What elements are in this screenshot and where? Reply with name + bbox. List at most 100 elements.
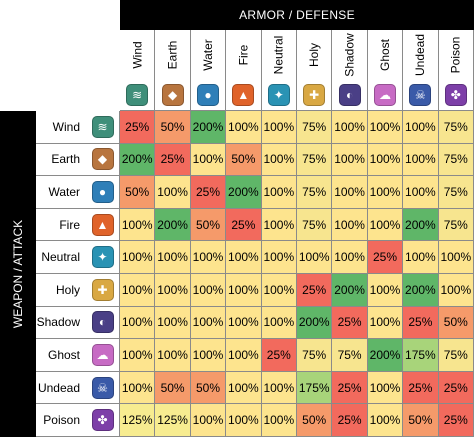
col-header-holy: Holy (297, 30, 333, 79)
fire-icon: ▲ (232, 83, 255, 106)
row-icon-cell: ◆ (86, 143, 120, 177)
damage-cell: 50% (155, 371, 191, 405)
damage-cell: 75% (438, 143, 474, 177)
damage-cell: 75% (297, 143, 333, 177)
col-header-label: Holy (307, 42, 322, 67)
row-icon-cell: ≋ (86, 111, 120, 144)
damage-cell: 100% (226, 404, 262, 437)
col-header-fire: Fire (226, 30, 262, 79)
damage-cell: 100% (226, 274, 262, 307)
damage-cell: 100% (155, 176, 191, 209)
ghost-icon: ☁ (373, 83, 396, 106)
damage-cell: 200% (403, 274, 439, 307)
damage-cell: 100% (261, 176, 297, 209)
damage-cell: 25% (332, 306, 368, 340)
damage-cell: 50% (226, 143, 262, 177)
damage-cell: 100% (226, 241, 262, 274)
damage-cell: 75% (297, 208, 333, 242)
damage-cell: 25% (261, 339, 297, 372)
damage-cell: 25% (438, 404, 474, 437)
damage-cell: 100% (403, 176, 439, 209)
row-label-undead: Undead (36, 371, 86, 405)
poison-icon: ✤ (444, 83, 467, 106)
col-header-earth: Earth (155, 30, 191, 79)
damage-cell: 75% (297, 339, 333, 372)
damage-cell: 75% (297, 176, 333, 209)
damage-cell: 50% (438, 306, 474, 340)
col-header-label: Wind (130, 40, 145, 69)
damage-cell: 75% (438, 111, 474, 144)
water-icon: ● (196, 83, 219, 106)
poison-icon: ✤ (91, 409, 114, 432)
col-icon-cell: ◆ (155, 79, 191, 111)
damage-cell: 100% (332, 208, 368, 242)
col-header-label: Poison (448, 36, 463, 73)
damage-cell: 25% (155, 143, 191, 177)
damage-cell: 100% (438, 241, 474, 274)
damage-cell: 100% (367, 111, 404, 144)
damage-cell: 100% (190, 143, 227, 177)
damage-cell: 25% (403, 306, 439, 340)
damage-cell: 100% (261, 371, 297, 405)
damage-cell: 100% (261, 274, 297, 307)
col-icon-cell: ☁ (367, 79, 404, 111)
weapon-attack-sidebar: WEAPON / ATTACK (0, 111, 36, 437)
col-header-label: Undead (413, 33, 428, 76)
damage-cell: 100% (367, 208, 404, 242)
damage-cell: 100% (367, 176, 404, 209)
col-header-label: Ghost (377, 38, 392, 71)
armor-defense-header: ARMOR / DEFENSE (120, 0, 474, 30)
damage-cell: 125% (120, 404, 156, 437)
damage-cell: 100% (226, 371, 262, 405)
damage-cell: 200% (190, 111, 227, 144)
earth-icon: ◆ (91, 148, 114, 171)
damage-cell: 100% (403, 241, 439, 274)
weapon-attack-label: WEAPON / ATTACK (11, 219, 25, 329)
row-icon-cell: ◐ (86, 306, 120, 340)
damage-cell: 75% (438, 339, 474, 372)
damage-cell: 100% (120, 339, 156, 372)
damage-cell: 100% (297, 241, 333, 274)
damage-cell: 100% (226, 111, 262, 144)
damage-cell: 100% (332, 111, 368, 144)
damage-cell: 100% (226, 339, 262, 372)
holy-icon: ✚ (91, 278, 114, 301)
damage-cell: 25% (332, 404, 368, 437)
col-header-label: Fire (236, 44, 251, 65)
col-icon-cell: ☠ (403, 79, 439, 111)
damage-cell: 50% (120, 176, 156, 209)
damage-cell: 100% (120, 208, 156, 242)
damage-cell: 100% (120, 274, 156, 307)
damage-cell: 100% (261, 111, 297, 144)
wind-icon: ≋ (126, 83, 149, 106)
damage-cell: 100% (155, 306, 191, 340)
damage-cell: 100% (155, 274, 191, 307)
col-header-poison: Poison (438, 30, 474, 79)
damage-cell: 100% (367, 143, 404, 177)
neutral-icon: ✦ (91, 246, 114, 269)
row-label-neutral: Neutral (36, 241, 86, 274)
shadow-icon: ◐ (91, 311, 114, 334)
damage-cell: 100% (120, 306, 156, 340)
damage-cell: 100% (261, 208, 297, 242)
row-icon-cell: ▲ (86, 208, 120, 242)
damage-cell: 100% (226, 306, 262, 340)
damage-cell: 100% (120, 371, 156, 405)
row-icon-cell: ● (86, 176, 120, 209)
damage-cell: 100% (261, 143, 297, 177)
damage-cell: 100% (367, 274, 404, 307)
damage-cell: 50% (297, 404, 333, 437)
damage-cell: 25% (297, 274, 333, 307)
damage-cell: 100% (403, 111, 439, 144)
ghost-icon: ☁ (91, 343, 114, 366)
damage-cell: 100% (332, 176, 368, 209)
damage-cell: 100% (120, 241, 156, 274)
damage-cell: 100% (332, 143, 368, 177)
damage-cell: 75% (438, 208, 474, 242)
row-label-water: Water (36, 176, 86, 209)
damage-cell: 50% (190, 208, 227, 242)
damage-cell: 100% (155, 241, 191, 274)
row-label-poison: Poison (36, 404, 86, 437)
col-header-undead: Undead (403, 30, 439, 79)
